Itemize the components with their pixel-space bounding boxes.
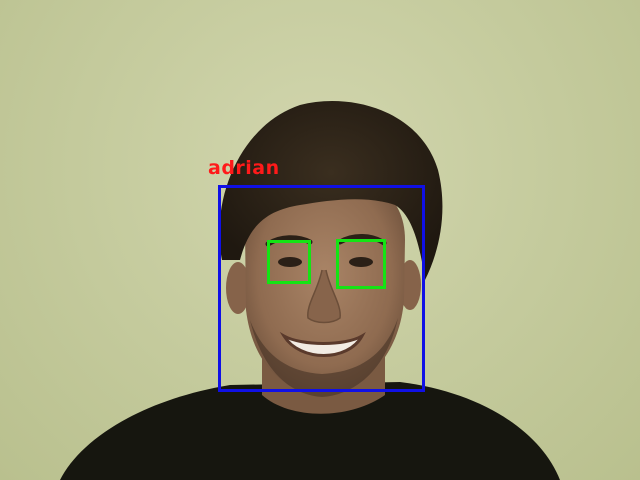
shirt (60, 382, 560, 480)
recognized-name-label: adrian (208, 157, 280, 179)
mouth (279, 331, 366, 357)
left-eye (278, 257, 302, 267)
hair (219, 101, 443, 281)
left-ear (226, 262, 250, 314)
left-eye-detection-box (267, 240, 311, 284)
right-eye (349, 257, 373, 267)
right-eye-detection-box (336, 239, 386, 289)
face-detection-box (218, 185, 425, 392)
right-ear (399, 260, 421, 310)
nose (307, 269, 341, 324)
beard (250, 318, 398, 397)
